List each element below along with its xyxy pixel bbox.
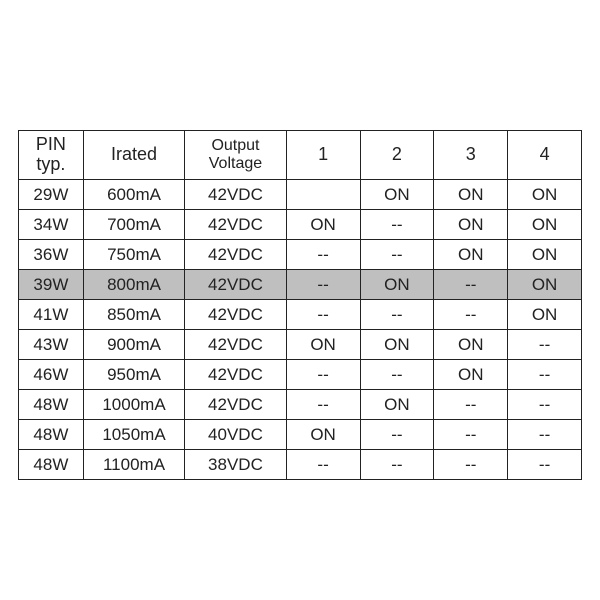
col-header-3: 3 bbox=[434, 131, 508, 180]
cell-s4: ON bbox=[508, 180, 582, 210]
table-header-row: PIN typ. Irated Output Voltage 1 2 3 4 bbox=[19, 131, 582, 180]
table-row: 34W700mA42VDCON--ONON bbox=[19, 210, 582, 240]
cell-s1: -- bbox=[286, 240, 360, 270]
table-container: PIN typ. Irated Output Voltage 1 2 3 4 2… bbox=[0, 0, 600, 600]
cell-s2: -- bbox=[360, 360, 434, 390]
cell-irated: 950mA bbox=[83, 360, 184, 390]
cell-output: 40VDC bbox=[185, 420, 286, 450]
table-row: 39W800mA42VDC--ON--ON bbox=[19, 270, 582, 300]
cell-s2: -- bbox=[360, 300, 434, 330]
cell-output: 42VDC bbox=[185, 300, 286, 330]
cell-output: 42VDC bbox=[185, 390, 286, 420]
cell-irated: 1100mA bbox=[83, 450, 184, 480]
cell-pin: 36W bbox=[19, 240, 84, 270]
cell-s3: -- bbox=[434, 420, 508, 450]
cell-s2: ON bbox=[360, 390, 434, 420]
cell-irated: 700mA bbox=[83, 210, 184, 240]
cell-output: 42VDC bbox=[185, 210, 286, 240]
cell-pin: 29W bbox=[19, 180, 84, 210]
col-header-irated: Irated bbox=[83, 131, 184, 180]
cell-irated: 900mA bbox=[83, 330, 184, 360]
cell-irated: 600mA bbox=[83, 180, 184, 210]
cell-s4: -- bbox=[508, 450, 582, 480]
col-header-4: 4 bbox=[508, 131, 582, 180]
table-row: 41W850mA42VDC------ON bbox=[19, 300, 582, 330]
cell-s1 bbox=[286, 180, 360, 210]
cell-s3: ON bbox=[434, 330, 508, 360]
cell-s1: -- bbox=[286, 270, 360, 300]
cell-s3: -- bbox=[434, 390, 508, 420]
col-header-output-label: Output Voltage bbox=[185, 137, 285, 172]
cell-s1: -- bbox=[286, 450, 360, 480]
table-row: 29W600mA42VDCONONON bbox=[19, 180, 582, 210]
cell-s1: -- bbox=[286, 390, 360, 420]
table-head: PIN typ. Irated Output Voltage 1 2 3 4 bbox=[19, 131, 582, 180]
cell-s3: -- bbox=[434, 270, 508, 300]
col-header-2: 2 bbox=[360, 131, 434, 180]
cell-pin: 48W bbox=[19, 420, 84, 450]
cell-s1: ON bbox=[286, 330, 360, 360]
cell-s4: -- bbox=[508, 330, 582, 360]
cell-s3: ON bbox=[434, 360, 508, 390]
cell-s3: ON bbox=[434, 180, 508, 210]
cell-s3: ON bbox=[434, 240, 508, 270]
table-row: 46W950mA42VDC----ON-- bbox=[19, 360, 582, 390]
cell-irated: 1050mA bbox=[83, 420, 184, 450]
cell-irated: 800mA bbox=[83, 270, 184, 300]
cell-s3: ON bbox=[434, 210, 508, 240]
cell-output: 42VDC bbox=[185, 270, 286, 300]
cell-output: 42VDC bbox=[185, 240, 286, 270]
cell-pin: 34W bbox=[19, 210, 84, 240]
cell-s3: -- bbox=[434, 450, 508, 480]
table-row: 48W1050mA40VDCON------ bbox=[19, 420, 582, 450]
cell-s2: ON bbox=[360, 270, 434, 300]
cell-s4: -- bbox=[508, 420, 582, 450]
table-body: 29W600mA42VDCONONON34W700mA42VDCON--ONON… bbox=[19, 180, 582, 480]
cell-irated: 1000mA bbox=[83, 390, 184, 420]
table-row: 36W750mA42VDC----ONON bbox=[19, 240, 582, 270]
col-header-pin: PIN typ. bbox=[19, 131, 84, 180]
table-row: 48W1100mA38VDC-------- bbox=[19, 450, 582, 480]
cell-s2: -- bbox=[360, 210, 434, 240]
cell-pin: 39W bbox=[19, 270, 84, 300]
cell-pin: 48W bbox=[19, 450, 84, 480]
cell-s2: -- bbox=[360, 420, 434, 450]
dip-switch-table: PIN typ. Irated Output Voltage 1 2 3 4 2… bbox=[18, 130, 582, 480]
cell-s2: -- bbox=[360, 240, 434, 270]
cell-irated: 850mA bbox=[83, 300, 184, 330]
cell-s1: -- bbox=[286, 300, 360, 330]
col-header-1: 1 bbox=[286, 131, 360, 180]
cell-s1: ON bbox=[286, 420, 360, 450]
cell-s1: -- bbox=[286, 360, 360, 390]
cell-pin: 46W bbox=[19, 360, 84, 390]
cell-pin: 43W bbox=[19, 330, 84, 360]
cell-pin: 41W bbox=[19, 300, 84, 330]
table-row: 48W1000mA42VDC--ON---- bbox=[19, 390, 582, 420]
cell-s2: -- bbox=[360, 450, 434, 480]
cell-s3: -- bbox=[434, 300, 508, 330]
cell-s4: ON bbox=[508, 240, 582, 270]
cell-output: 42VDC bbox=[185, 330, 286, 360]
cell-s2: ON bbox=[360, 180, 434, 210]
cell-s4: ON bbox=[508, 210, 582, 240]
cell-output: 42VDC bbox=[185, 180, 286, 210]
cell-s1: ON bbox=[286, 210, 360, 240]
cell-s4: ON bbox=[508, 300, 582, 330]
table-row: 43W900mA42VDCONONON-- bbox=[19, 330, 582, 360]
cell-irated: 750mA bbox=[83, 240, 184, 270]
cell-s4: -- bbox=[508, 390, 582, 420]
cell-output: 42VDC bbox=[185, 360, 286, 390]
cell-s4: -- bbox=[508, 360, 582, 390]
col-header-output: Output Voltage bbox=[185, 131, 286, 180]
cell-pin: 48W bbox=[19, 390, 84, 420]
cell-output: 38VDC bbox=[185, 450, 286, 480]
cell-s4: ON bbox=[508, 270, 582, 300]
cell-s2: ON bbox=[360, 330, 434, 360]
